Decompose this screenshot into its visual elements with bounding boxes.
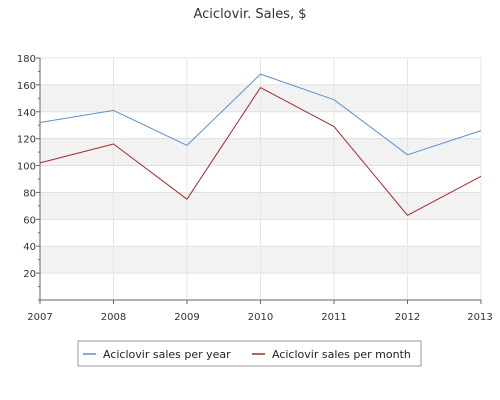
- series-line-1: [39, 87, 482, 216]
- y-tick-label: 140: [17, 108, 36, 119]
- y-tick-label: 60: [23, 215, 36, 226]
- x-tick-label: 2013: [467, 312, 492, 323]
- y-tick-label: 80: [23, 188, 36, 199]
- y-tick-label: 40: [23, 242, 36, 253]
- x-tick-label: 2010: [248, 312, 273, 323]
- chart-title: Aciclovir. Sales, $: [194, 7, 307, 22]
- x-axis-tick-labels: 2007 2008 2009 2010 2011 2012 2013: [27, 312, 492, 323]
- series-line-0: [39, 73, 482, 156]
- x-tick-label: 2011: [321, 312, 346, 323]
- legend-box: [77, 340, 422, 367]
- series-lines: [39, 73, 482, 216]
- y-axis-tick-labels: 20 40 60 80 100 120 140 160 180: [17, 54, 36, 280]
- legend-label-series-0: Aciclovir sales per year: [103, 348, 231, 361]
- x-tick-label: 2007: [27, 312, 52, 323]
- x-tick-label: 2008: [101, 312, 126, 323]
- y-tick-label: 20: [23, 269, 36, 280]
- axes: [36, 57, 482, 304]
- y-tick-label: 160: [17, 81, 36, 92]
- y-tick-label: 120: [17, 135, 36, 146]
- y-tick-label: 180: [17, 54, 36, 65]
- y-tick-label: 100: [17, 162, 36, 173]
- x-tick-label: 2009: [174, 312, 199, 323]
- legend: Aciclovir sales per year Aciclovir sales…: [77, 340, 422, 367]
- x-tick-label: 2012: [395, 312, 420, 323]
- legend-label-series-1: Aciclovir sales per month: [272, 348, 411, 361]
